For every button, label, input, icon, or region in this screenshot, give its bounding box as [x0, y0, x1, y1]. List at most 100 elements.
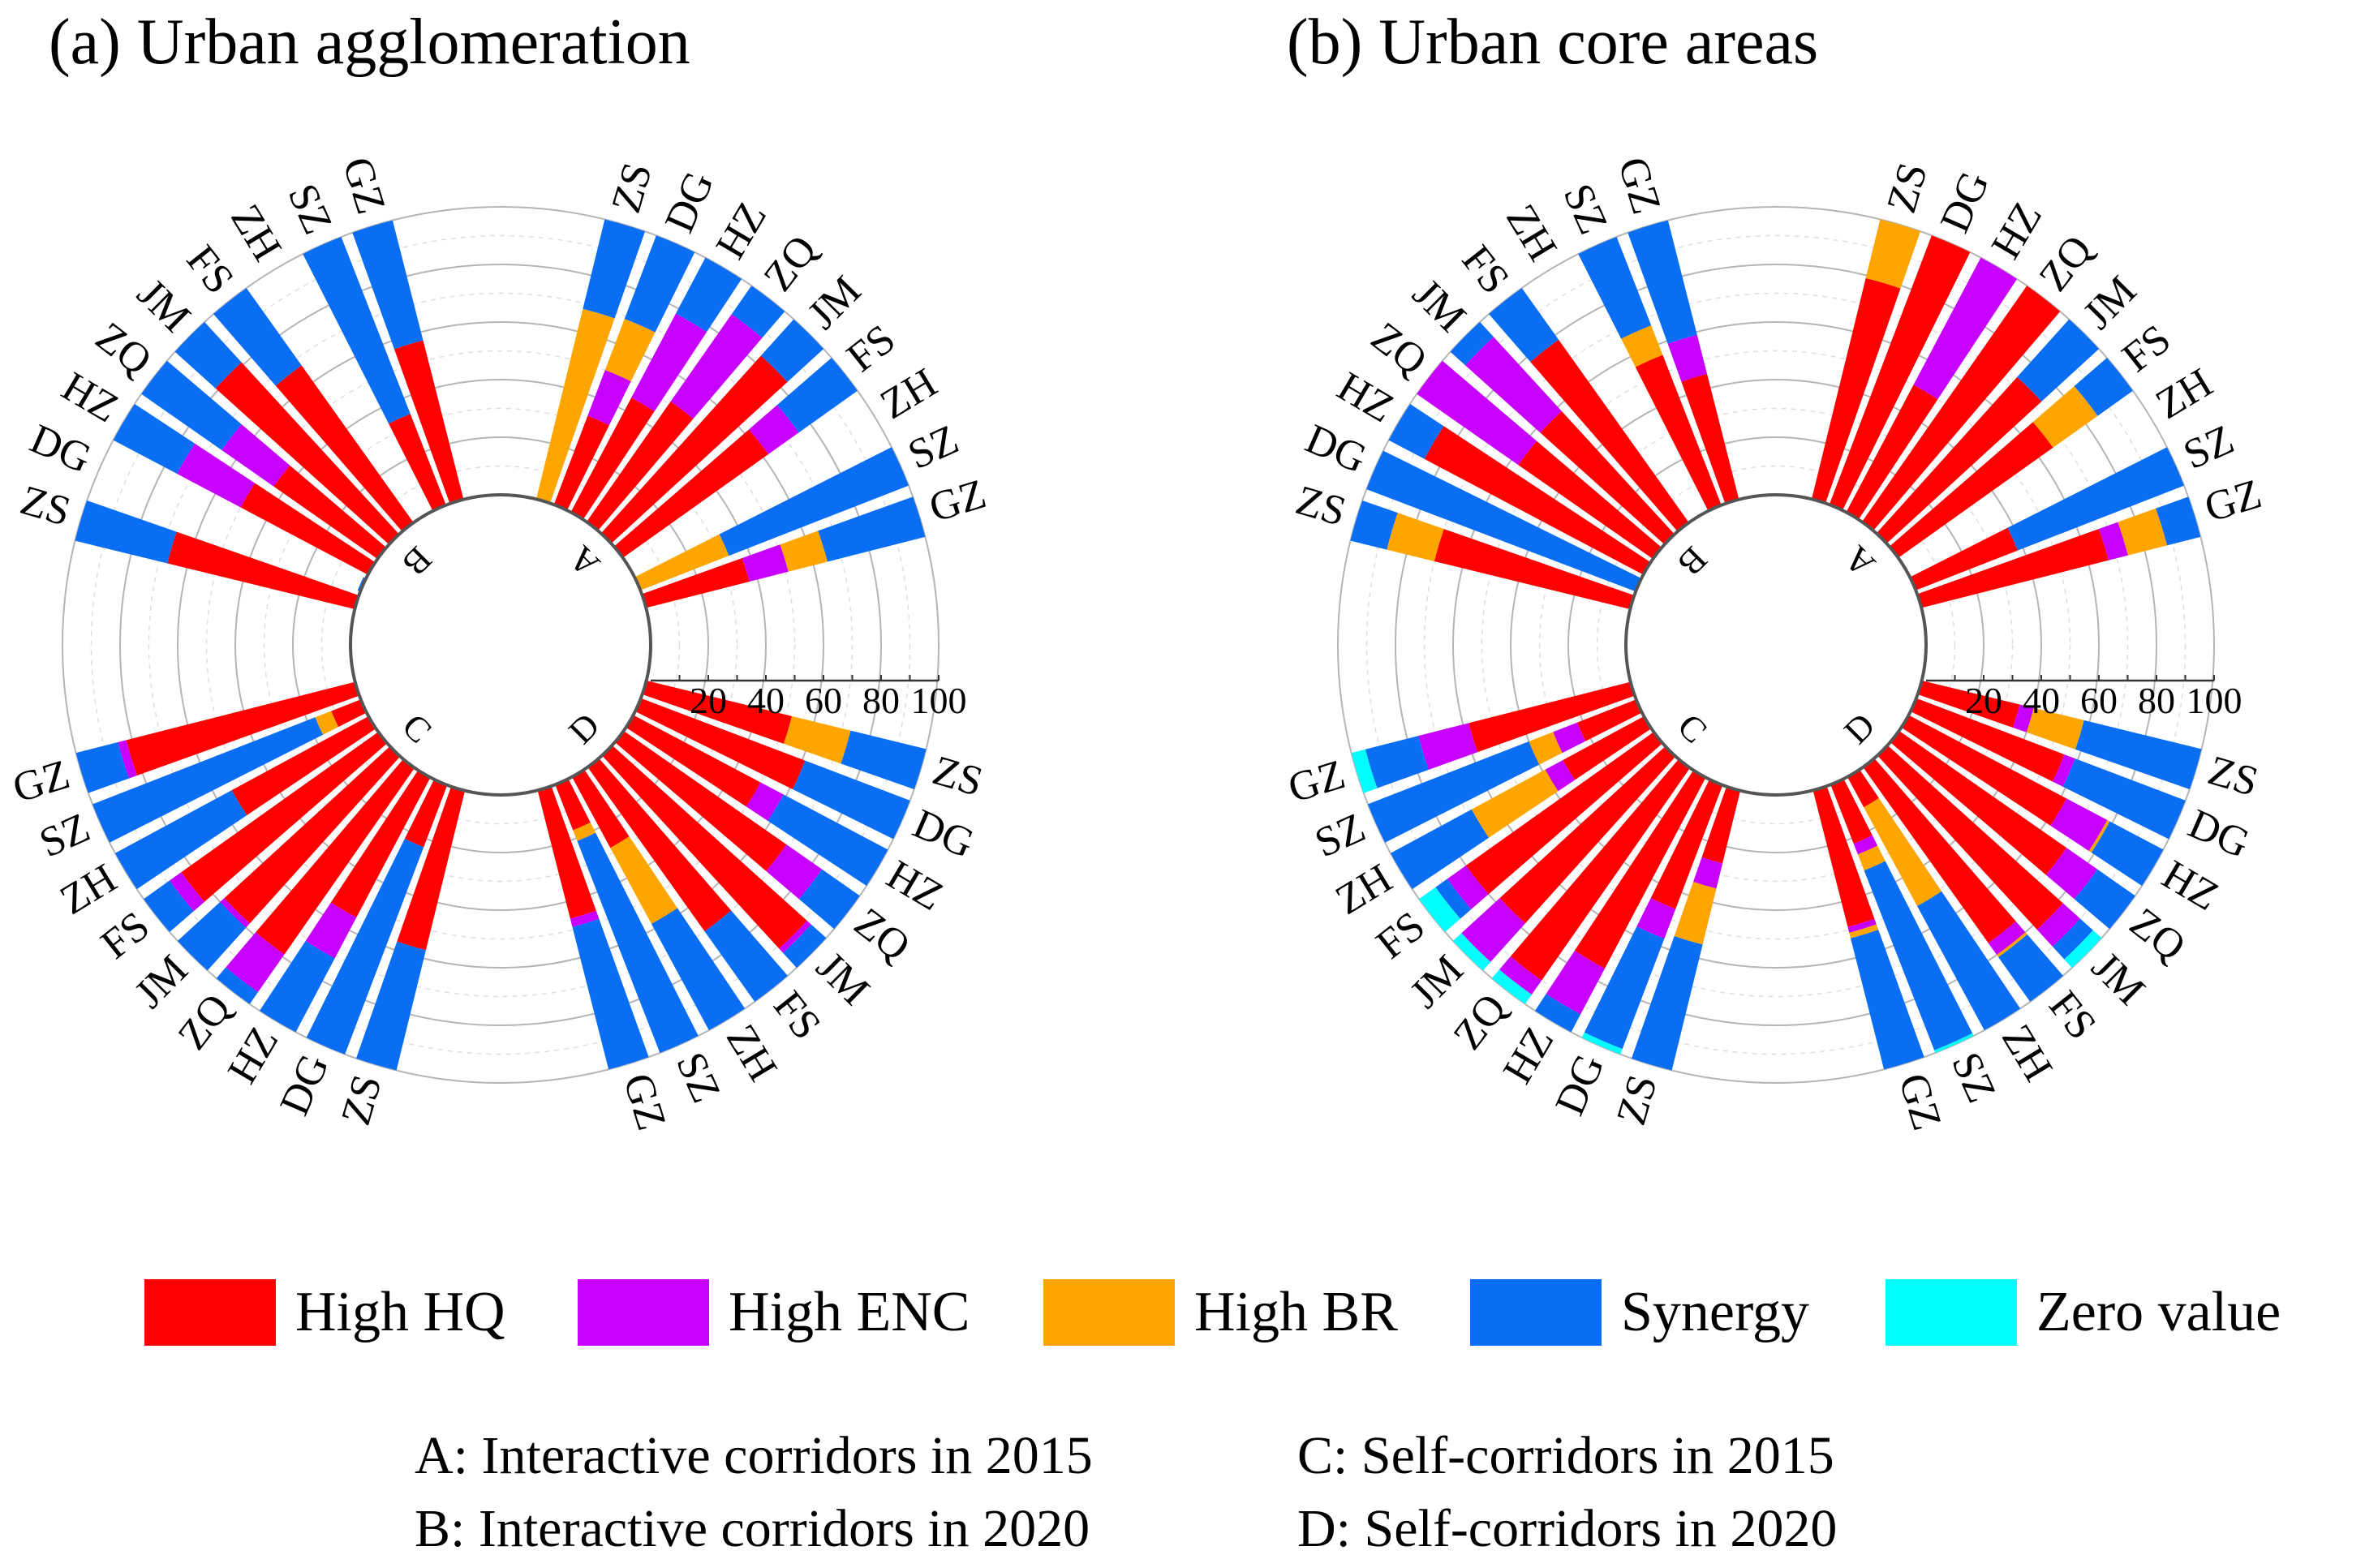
bar-segment-high-hq — [1910, 698, 2065, 782]
bar-segment-high-enc — [226, 932, 285, 993]
legend-swatch-high-enc — [578, 1279, 709, 1346]
bar-segment-high-hq — [1917, 528, 2109, 608]
city-label: ZS — [1878, 157, 1937, 217]
bar-segment-high-br — [1865, 219, 1921, 289]
bar-segment-high-hq — [1877, 745, 2063, 930]
inner-circle — [1624, 493, 1928, 797]
city-label: GZ — [2199, 470, 2267, 531]
grid-ring — [205, 350, 796, 940]
bar-segment-high-hq — [1576, 699, 1642, 741]
city-label: GZ — [333, 152, 394, 219]
bar-segment-high-enc — [1546, 950, 1606, 1015]
bar-segment-synergy — [1534, 994, 1581, 1033]
city-label: FS — [92, 903, 158, 969]
city-label: ZH — [2148, 359, 2221, 428]
bar-segment-high-hq — [1861, 286, 2061, 531]
bar-segment-high-br — [1471, 769, 1559, 838]
grid-ring — [148, 292, 854, 998]
bar-segment-synergy — [2052, 918, 2093, 960]
grid-ring — [1481, 350, 2071, 940]
bar-A-GZ — [1917, 496, 2201, 608]
bar-segment-synergy — [768, 794, 888, 887]
bar-C-HZ — [1534, 770, 1706, 1033]
bar-segment-high-enc — [1545, 759, 1576, 792]
bar-D-HZ — [626, 715, 888, 887]
axis-tick-label: 20 — [690, 680, 727, 721]
bar-D-DG — [1910, 698, 2186, 840]
bar-A-DG — [1829, 235, 1971, 511]
bar-A-DG — [553, 235, 695, 511]
axis-tick-label: 40 — [747, 680, 785, 721]
bar-segment-high-hq — [586, 401, 694, 531]
bar-segment-high-hq — [1847, 769, 1879, 808]
bar-B-DG — [1366, 450, 1642, 592]
city-label: DG — [656, 165, 723, 239]
bar-segment-high-enc — [2052, 754, 2075, 787]
bar-segment-high-enc — [2050, 798, 2108, 852]
bar-segment-synergy — [75, 500, 177, 564]
bar-segment-high-hq — [587, 758, 732, 932]
legend-swatch-zero-value — [1886, 1279, 2017, 1346]
bar-segment-high-enc — [2098, 522, 2128, 561]
bar-C-FS — [1419, 732, 1663, 932]
note-c: C: Self-corridors in 2015 — [1297, 1426, 1834, 1485]
axis-tick-label: 80 — [2138, 680, 2175, 721]
quadrant-B — [75, 220, 464, 610]
bar-segment-high-hq — [537, 786, 596, 919]
bar-segment-high-hq — [181, 732, 388, 902]
city-label: GZ — [1609, 152, 1670, 219]
bar-C-SZ — [92, 699, 367, 843]
city-label: HZ — [707, 195, 776, 267]
grid-ring — [1395, 264, 2157, 1026]
bar-segment-synergy — [1917, 891, 2021, 1031]
bar-segment-high-hq — [1434, 529, 1635, 610]
bar-segment-high-enc — [1988, 921, 2026, 956]
bar-segment-high-enc — [221, 424, 290, 487]
bar-A-FS — [613, 358, 858, 558]
bar-B-SZ — [1578, 236, 1722, 511]
bar-segment-high-hq — [1540, 410, 1675, 545]
bar-B-HZ — [113, 403, 376, 575]
bar-segment-high-enc — [1913, 257, 2018, 400]
quadrant-C — [75, 681, 466, 1071]
bar-A-FS — [1889, 358, 2133, 558]
bar-segment-synergy — [2007, 447, 2185, 551]
bar-segment-high-enc — [1853, 835, 1878, 855]
bar-segment-high-hq — [1876, 376, 2042, 543]
bar-B-GZ — [1628, 220, 1739, 504]
bar-A-JM — [1876, 319, 2100, 543]
bar-A-JM — [600, 319, 824, 543]
bar-segment-high-br — [315, 711, 339, 735]
bar-segment-high-br — [634, 534, 729, 591]
bar-C-JM — [1452, 746, 1676, 971]
bar-segment-synergy — [1390, 809, 1490, 890]
bar-segment-zero-value — [1351, 749, 1378, 793]
bar-segment-high-enc — [1461, 898, 1525, 962]
bar-segment-synergy — [2017, 319, 2100, 402]
bar-segment-synergy — [572, 918, 649, 1070]
city-label: DG — [1299, 415, 1374, 482]
city-label: ZH — [53, 855, 125, 924]
bar-segment-high-enc — [1465, 337, 1562, 433]
bar-segment-synergy — [352, 220, 424, 350]
grid-ring — [177, 321, 824, 969]
bar-segment-high-enc — [1847, 918, 1877, 933]
bar-segment-high-enc — [766, 844, 823, 900]
bar-B-JM — [1450, 321, 1675, 545]
city-label: GZ — [1890, 1068, 1950, 1136]
bar-segment-high-hq — [389, 414, 446, 511]
city-label: SZ — [32, 805, 97, 867]
bar-C-ZH — [1390, 715, 1652, 890]
bar-D-SZ — [555, 779, 699, 1054]
axis-tick-label: 40 — [2023, 680, 2060, 721]
grid-ring — [1510, 379, 2042, 911]
inner-circle — [349, 493, 652, 797]
city-label: FS — [2113, 316, 2179, 381]
bar-segment-high-br — [1621, 325, 1663, 367]
bar-segment-high-br — [573, 822, 596, 841]
bar-segment-high-hq — [273, 465, 387, 560]
bar-segment-high-hq — [231, 715, 376, 816]
axis-tick-label: 60 — [805, 680, 842, 721]
legend-item-synergy: Synergy — [1470, 1279, 1809, 1346]
